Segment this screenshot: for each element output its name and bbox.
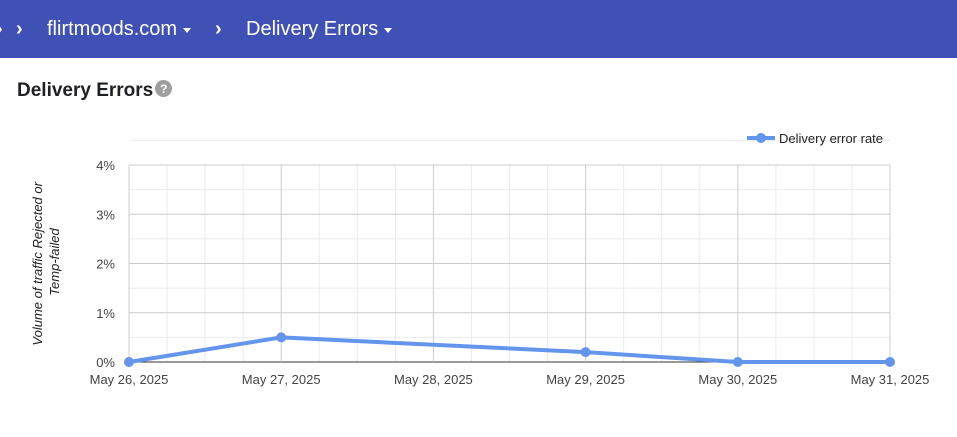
top-app-bar: › › flirtmoods.com › Delivery Errors [0, 0, 957, 58]
x-tick-label: May 26, 2025 [90, 372, 169, 387]
y-tick-label: 2% [96, 257, 115, 272]
y-axis-title-line-2: Temp-failed [47, 228, 62, 296]
y-tick-label: 3% [96, 207, 115, 222]
y-axis-title-line-1: Volume of traffic Rejected or [30, 181, 45, 345]
chevron-right-icon: › [215, 17, 222, 40]
y-tick-label: 0% [96, 355, 115, 370]
breadcrumb-domain-label: flirtmoods.com [47, 17, 178, 40]
question-mark-icon[interactable]: ? [155, 80, 173, 97]
major-gridlines [128, 164, 891, 363]
x-tick-label: May 28, 2025 [394, 372, 473, 387]
data-point [732, 357, 743, 367]
breadcrumb-domain[interactable]: flirtmoods.com [47, 0, 192, 58]
x-tick-label: May 29, 2025 [546, 372, 625, 387]
delivery-errors-chart: 0%1%2%3%4% May 26, 2025 May 27, 2025 May 2… [30, 131, 930, 387]
chevron-right-icon: › [0, 0, 3, 58]
y-tick-label: 4% [96, 158, 115, 173]
legend[interactable]: Delivery error rate [747, 131, 883, 146]
section-title: Delivery Errors [17, 80, 154, 101]
minor-gridlines [129, 139, 890, 362]
data-point [580, 347, 591, 358]
chevron-right-icon: › [16, 17, 23, 40]
breadcrumb-report-label: Delivery Errors [246, 17, 379, 40]
y-axis-title: Volume of traffic Rejected or Temp-faile… [30, 178, 62, 345]
breadcrumb-report[interactable]: Delivery Errors [246, 0, 393, 58]
legend-label: Delivery error rate [779, 131, 883, 146]
x-tick-label: May 31, 2025 [851, 372, 930, 387]
x-tick-label: May 27, 2025 [242, 372, 321, 387]
section-header: Delivery Errors ? [17, 80, 173, 102]
data-point [124, 357, 134, 367]
series-layer [124, 332, 895, 367]
caret-down-icon [384, 27, 393, 33]
x-axis-ticks: May 26, 2025 May 27, 2025 May 28, 2025 May … [90, 372, 930, 387]
data-point [885, 357, 895, 367]
legend-swatch-dot [756, 133, 766, 143]
x-tick-label: May 30, 2025 [698, 372, 777, 387]
y-axis-ticks: 0% 1% 2% 3% 4% [96, 158, 115, 370]
data-point [276, 332, 287, 343]
y-tick-label: 1% [96, 306, 115, 321]
caret-down-icon [183, 27, 192, 33]
